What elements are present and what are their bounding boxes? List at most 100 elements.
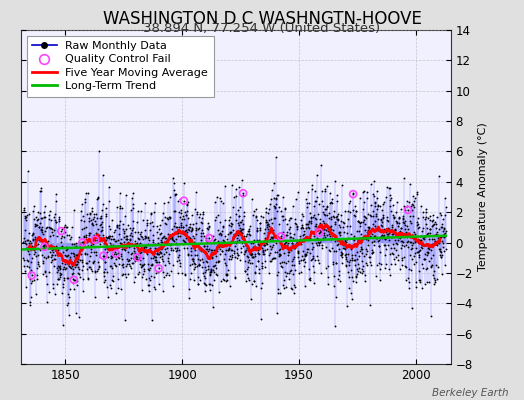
Point bbox=[250, 244, 258, 251]
Point bbox=[26, 276, 34, 282]
Point bbox=[147, 210, 155, 217]
Point bbox=[378, 235, 387, 242]
Point bbox=[191, 225, 200, 231]
Point bbox=[97, 221, 105, 228]
Point bbox=[129, 256, 138, 262]
Point bbox=[308, 182, 316, 188]
Point bbox=[198, 220, 206, 226]
Point bbox=[170, 207, 178, 214]
Point bbox=[159, 258, 168, 264]
Point bbox=[436, 234, 445, 240]
Point bbox=[385, 266, 394, 272]
Point bbox=[32, 291, 40, 297]
Point bbox=[39, 260, 48, 266]
Point bbox=[258, 244, 266, 251]
Point bbox=[227, 256, 236, 262]
Point bbox=[423, 279, 431, 285]
Point bbox=[335, 230, 343, 236]
Point bbox=[294, 249, 302, 256]
Point bbox=[46, 224, 54, 231]
Point bbox=[328, 214, 336, 220]
Point bbox=[79, 239, 87, 246]
Point bbox=[75, 238, 83, 245]
Point bbox=[190, 259, 199, 266]
Point bbox=[99, 231, 107, 238]
Point bbox=[329, 261, 337, 267]
Point bbox=[134, 229, 143, 235]
Point bbox=[82, 239, 91, 245]
Point bbox=[98, 224, 106, 230]
Point bbox=[357, 244, 366, 250]
Point bbox=[45, 212, 53, 219]
Point bbox=[145, 275, 153, 281]
Point bbox=[27, 280, 36, 286]
Point bbox=[193, 262, 201, 269]
Point bbox=[83, 243, 92, 250]
Point bbox=[79, 263, 88, 269]
Point bbox=[134, 256, 143, 262]
Point bbox=[361, 272, 369, 278]
Point bbox=[265, 258, 274, 264]
Point bbox=[326, 226, 335, 232]
Point bbox=[365, 254, 373, 260]
Point bbox=[402, 277, 410, 283]
Point bbox=[375, 236, 383, 243]
Point bbox=[267, 234, 276, 241]
Point bbox=[399, 219, 407, 225]
Point bbox=[434, 240, 443, 246]
Point bbox=[336, 232, 345, 239]
Point bbox=[241, 268, 249, 274]
Point bbox=[99, 172, 107, 178]
Point bbox=[363, 227, 372, 233]
Point bbox=[150, 284, 159, 290]
Point bbox=[132, 256, 140, 263]
Point bbox=[303, 221, 312, 228]
Point bbox=[417, 244, 425, 250]
Point bbox=[273, 208, 281, 214]
Point bbox=[139, 262, 147, 268]
Point bbox=[63, 224, 71, 231]
Point bbox=[135, 269, 143, 276]
Point bbox=[55, 214, 63, 220]
Point bbox=[163, 255, 172, 262]
Point bbox=[348, 243, 357, 249]
Point bbox=[170, 187, 178, 194]
Point bbox=[416, 237, 424, 244]
Point bbox=[124, 239, 132, 245]
Point bbox=[117, 286, 125, 292]
Point bbox=[261, 209, 270, 215]
Point bbox=[342, 254, 350, 260]
Point bbox=[315, 201, 324, 208]
Point bbox=[50, 226, 58, 233]
Point bbox=[358, 268, 367, 274]
Point bbox=[99, 201, 107, 208]
Point bbox=[421, 233, 430, 239]
Point bbox=[119, 271, 127, 277]
Point bbox=[135, 236, 144, 243]
Point bbox=[238, 225, 247, 232]
Point bbox=[373, 188, 381, 194]
Point bbox=[290, 230, 298, 237]
Point bbox=[145, 237, 154, 243]
Point bbox=[132, 252, 140, 259]
Point bbox=[156, 254, 164, 261]
Point bbox=[243, 271, 251, 278]
Point bbox=[389, 215, 398, 221]
Point bbox=[370, 242, 378, 249]
Point bbox=[43, 244, 52, 250]
Point bbox=[296, 232, 304, 239]
Point bbox=[311, 188, 319, 194]
Point bbox=[125, 257, 133, 264]
Point bbox=[46, 233, 54, 239]
Point bbox=[150, 257, 159, 263]
Point bbox=[93, 239, 101, 246]
Point bbox=[395, 230, 403, 237]
Point bbox=[71, 261, 79, 268]
Point bbox=[149, 239, 157, 245]
Point bbox=[51, 256, 59, 263]
Point bbox=[229, 226, 237, 233]
Point bbox=[393, 241, 401, 247]
Point bbox=[217, 243, 226, 249]
Point bbox=[424, 215, 433, 221]
Point bbox=[126, 225, 135, 232]
